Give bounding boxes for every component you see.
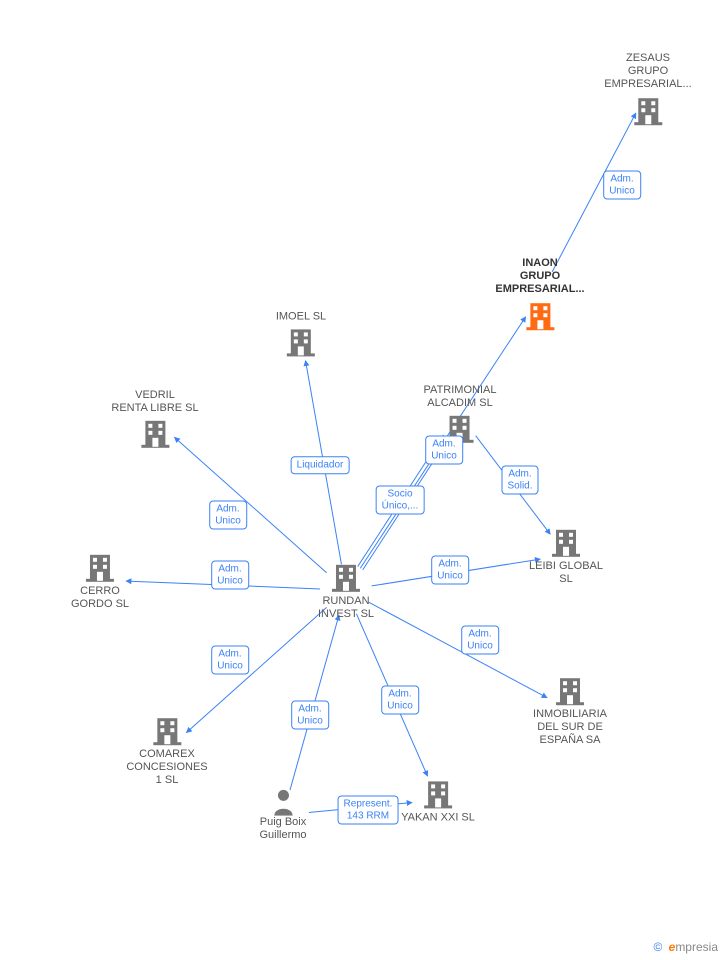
edge-label-puig-rundan: Adm. Unico bbox=[291, 701, 329, 730]
edge-label-inaon-zesaus: Adm. Unico bbox=[603, 171, 641, 200]
edge-label-puig-yakan: Represent. 143 RRM bbox=[338, 796, 399, 825]
edge-label-patrim-leibi: Adm. Solid. bbox=[501, 466, 538, 495]
edge-label-rundan-imoel: Liquidador bbox=[291, 456, 350, 474]
copyright-symbol: © bbox=[653, 940, 662, 954]
footer-copyright: © empresia bbox=[653, 940, 718, 954]
edge-label-rundan-leibi: Adm. Unico bbox=[431, 556, 469, 585]
edge-label-rundan-cerro: Adm. Unico bbox=[211, 561, 249, 590]
edge-label-rundan-inaon: Adm. Unico bbox=[425, 436, 463, 465]
edge-label-rundan-comarex: Adm. Unico bbox=[211, 646, 249, 675]
edge-label-rundan-vedril: Adm. Unico bbox=[209, 501, 247, 530]
edge-labels-layer: Adm. UnicoLiquidadorSocio Único,...Adm. … bbox=[0, 0, 728, 960]
edge-label-rundan-inmob: Adm. Unico bbox=[461, 626, 499, 655]
brand-rest: mpresia bbox=[675, 940, 718, 954]
edge-label-rundan-yakan: Adm. Unico bbox=[381, 686, 419, 715]
edge-label-rundan-patrim: Socio Único,... bbox=[376, 486, 425, 515]
